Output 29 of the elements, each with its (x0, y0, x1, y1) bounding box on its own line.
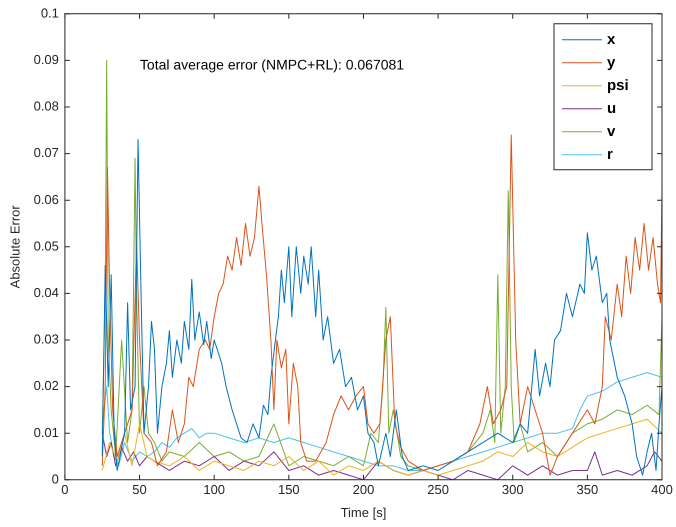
y-tick-label: 0.07 (34, 145, 59, 160)
y-tick-label: 0.03 (34, 332, 59, 347)
legend-label: psi (607, 76, 629, 94)
annotation: Total average error (NMPC+RL): 0.067081 (140, 56, 404, 73)
y-tick-label: 0.09 (34, 52, 59, 67)
x-tick-label: 50 (132, 482, 147, 498)
x-tick-label: 0 (61, 482, 69, 498)
legend-label: u (607, 100, 616, 117)
x-tick-label: 400 (651, 482, 673, 498)
y-tick-label: 0.02 (34, 378, 59, 394)
legend-label: y (607, 54, 616, 71)
y-tick-label: 0.06 (34, 192, 59, 207)
y-tick-label: 0.1 (40, 5, 59, 20)
x-axis-title: Time [s] (340, 504, 386, 520)
y-axis-title: Absolute Error (7, 204, 22, 288)
y-tick-label: 0.05 (34, 238, 59, 254)
x-tick-label: 250 (427, 482, 449, 498)
legend-label: r (607, 146, 613, 163)
y-tick-label: 0.04 (34, 284, 59, 300)
legend-label: v (607, 122, 616, 140)
x-tick-label: 300 (502, 482, 524, 498)
y-tick-label: 0.08 (34, 98, 59, 114)
x-tick-label: 350 (576, 482, 598, 498)
x-tick-label: 100 (203, 482, 226, 498)
x-tick-label: 200 (352, 482, 374, 498)
y-tick-label: 0.01 (34, 424, 59, 440)
x-tick-label: 150 (278, 482, 300, 498)
y-tick-label: 0 (52, 471, 59, 486)
legend-label: x (607, 30, 616, 48)
